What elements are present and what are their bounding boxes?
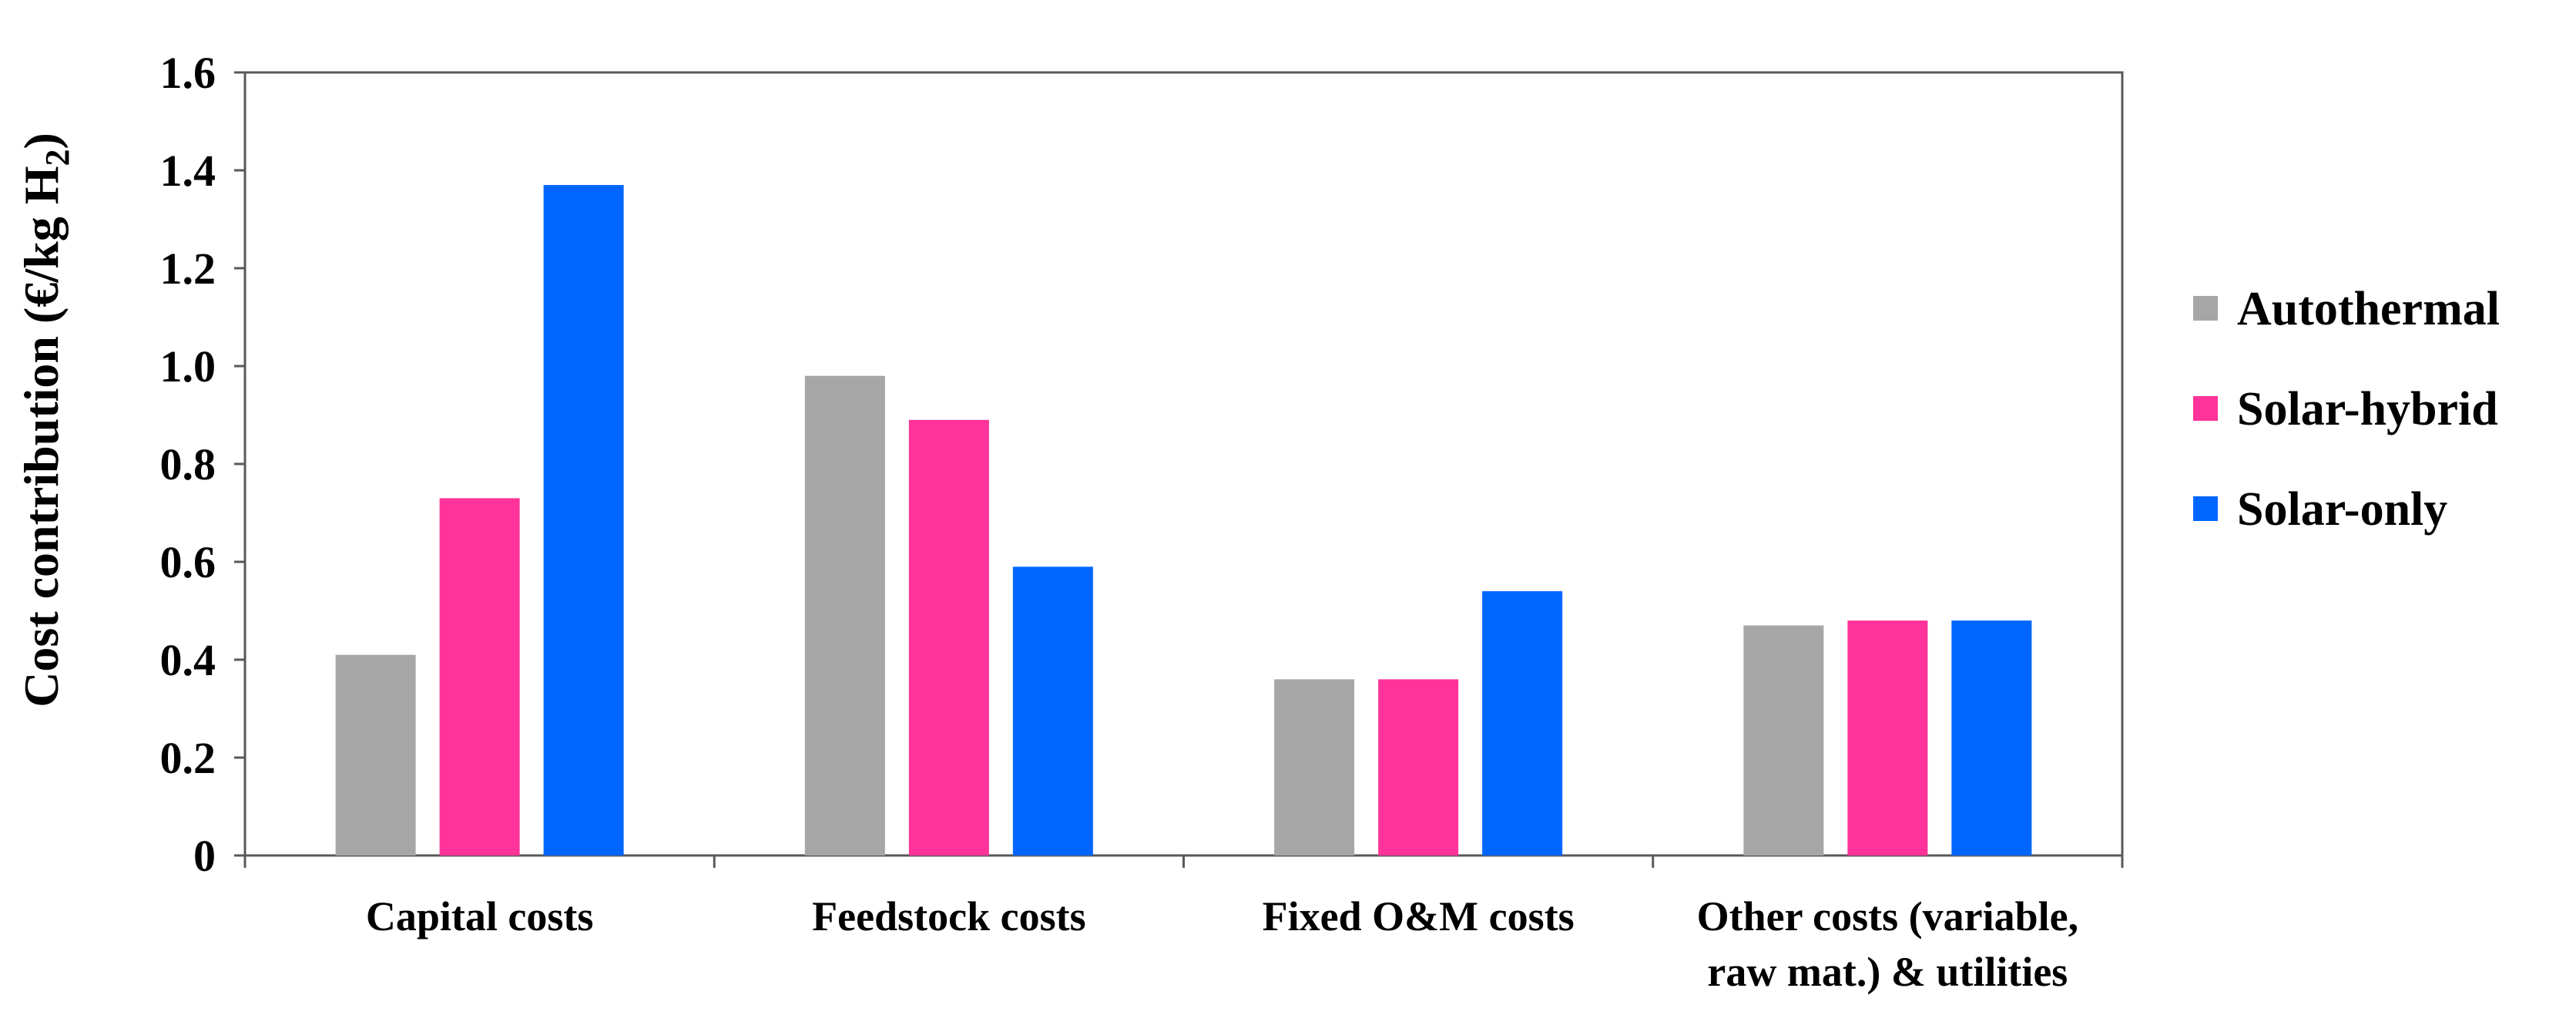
legend: Autothermal Solar-hybrid Solar-only [2193, 283, 2500, 536]
legend-item: Autothermal [2193, 283, 2500, 335]
legend-label: Solar-only [2237, 483, 2447, 536]
y-tick-label: 1.4 [160, 146, 216, 196]
legend-item: Solar-hybrid [2193, 383, 2498, 435]
x-category-label-line: Other costs (variable, [1697, 893, 2078, 939]
legend-label: Solar-hybrid [2237, 383, 2498, 435]
y-axis-title-text: Cost contribution (€/kg H [14, 166, 69, 707]
x-category-label-line: Fixed O&M costs [1263, 893, 1575, 939]
legend-swatch [2193, 496, 2218, 521]
y-tick-label: 1.0 [160, 341, 216, 392]
x-category-label: Fixed O&M costs [1263, 893, 1575, 939]
y-tick-label: 0.6 [160, 537, 216, 587]
bar-series-solar-only [543, 185, 2032, 856]
bar [1012, 566, 1093, 855]
bar [1951, 620, 2032, 855]
bar [543, 185, 624, 856]
y-tick-label: 0.8 [160, 439, 216, 489]
x-category-label-line: raw mat.) & utilities [1707, 949, 2068, 995]
bar-series-group [335, 185, 2032, 856]
legend-swatch [2193, 296, 2218, 321]
x-category-label-line: Feedstock costs [812, 893, 1085, 939]
y-axis-title: Cost contribution (€/kg H2) [14, 133, 76, 707]
y-tick-label: 0.4 [160, 635, 216, 685]
x-category-label: Capital costs [366, 893, 594, 939]
y-axis-title-subscript: 2 [39, 150, 76, 166]
bar [335, 654, 416, 855]
x-axis: Capital costs Feedstock costs Fixed O&M co… [243, 855, 2124, 995]
y-axis-title-suffix: ) [14, 133, 69, 149]
y-tick-label: 1.6 [160, 48, 216, 98]
x-category-label-line: Capital costs [366, 893, 594, 939]
bar [1274, 679, 1355, 855]
legend-item: Solar-only [2193, 483, 2447, 536]
y-axis: 0 0.2 0.4 0.6 0.8 1.0 1.2 1.4 1.6 [160, 48, 245, 881]
bar [439, 498, 520, 855]
legend-swatch [2193, 396, 2218, 421]
bar-series-autothermal [335, 375, 1824, 855]
bar [1743, 625, 1824, 855]
y-tick-label: 0 [193, 831, 216, 881]
x-category-label: Other costs (variable, raw mat.) & utilit… [1697, 893, 2078, 995]
y-tick-label: 1.2 [160, 244, 216, 294]
bar [1378, 679, 1459, 855]
bar [804, 375, 885, 855]
bar-series-solar-hybrid [439, 419, 1928, 855]
x-category-label: Feedstock costs [812, 893, 1085, 939]
bar [1847, 620, 1928, 855]
bar [908, 419, 989, 855]
legend-label: Autothermal [2237, 283, 2500, 335]
bar [1482, 591, 1563, 855]
y-tick-label: 0.2 [160, 733, 216, 783]
